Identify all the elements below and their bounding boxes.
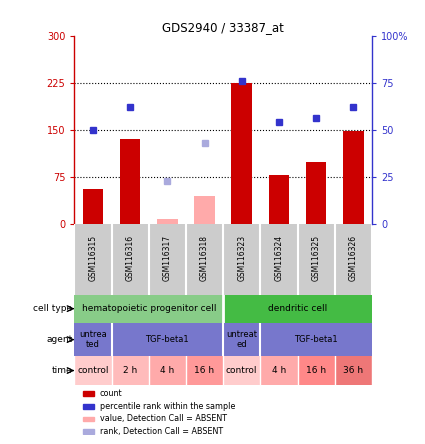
Text: count: count [99,389,122,398]
Bar [306,163,326,224]
Bar [149,357,186,385]
Text: control: control [77,366,109,375]
Text: cell type: cell type [34,304,73,313]
Bar [157,219,178,224]
Text: GSM116325: GSM116325 [312,235,320,281]
Bar [83,392,94,396]
Bar [298,357,335,385]
Bar [83,189,103,224]
Text: TGF-beta1: TGF-beta1 [145,335,189,344]
Text: 4 h: 4 h [272,366,286,375]
Text: GSM116316: GSM116316 [126,235,135,281]
Text: GSM116326: GSM116326 [349,235,358,281]
Title: GDS2940 / 33387_at: GDS2940 / 33387_at [162,21,284,34]
Bar [269,175,289,224]
Bar [223,294,372,323]
Text: untreat
ed: untreat ed [226,330,257,349]
Bar [343,131,363,224]
Bar [83,404,94,408]
Text: agent: agent [46,335,73,344]
Text: percentile rank within the sample: percentile rank within the sample [99,402,235,411]
Text: TGF-beta1: TGF-beta1 [294,335,338,344]
Bar [74,357,111,385]
Bar [74,294,223,323]
Bar [194,196,215,224]
Bar [83,417,94,421]
Bar [111,357,149,385]
Text: 16 h: 16 h [195,366,215,375]
Text: 16 h: 16 h [306,366,326,375]
Text: GSM116317: GSM116317 [163,235,172,281]
Text: GSM116318: GSM116318 [200,235,209,281]
Text: GSM116323: GSM116323 [237,235,246,281]
Text: hematopoietic progenitor cell: hematopoietic progenitor cell [82,304,216,313]
Text: 4 h: 4 h [160,366,175,375]
Bar [186,357,223,385]
Text: value, Detection Call = ABSENT: value, Detection Call = ABSENT [99,415,227,424]
Text: control: control [226,366,258,375]
Text: dendritic cell: dendritic cell [268,304,327,313]
Text: 2 h: 2 h [123,366,137,375]
Bar [232,83,252,224]
Bar [120,139,140,224]
Text: GSM116324: GSM116324 [275,235,283,281]
Text: untrea
ted: untrea ted [79,330,107,349]
Bar [335,357,372,385]
Text: GSM116315: GSM116315 [88,235,97,281]
Text: 36 h: 36 h [343,366,363,375]
Text: rank, Detection Call = ABSENT: rank, Detection Call = ABSENT [99,427,223,436]
Text: time: time [52,366,73,375]
Bar [260,357,298,385]
Bar [223,357,260,385]
Bar [83,429,94,434]
